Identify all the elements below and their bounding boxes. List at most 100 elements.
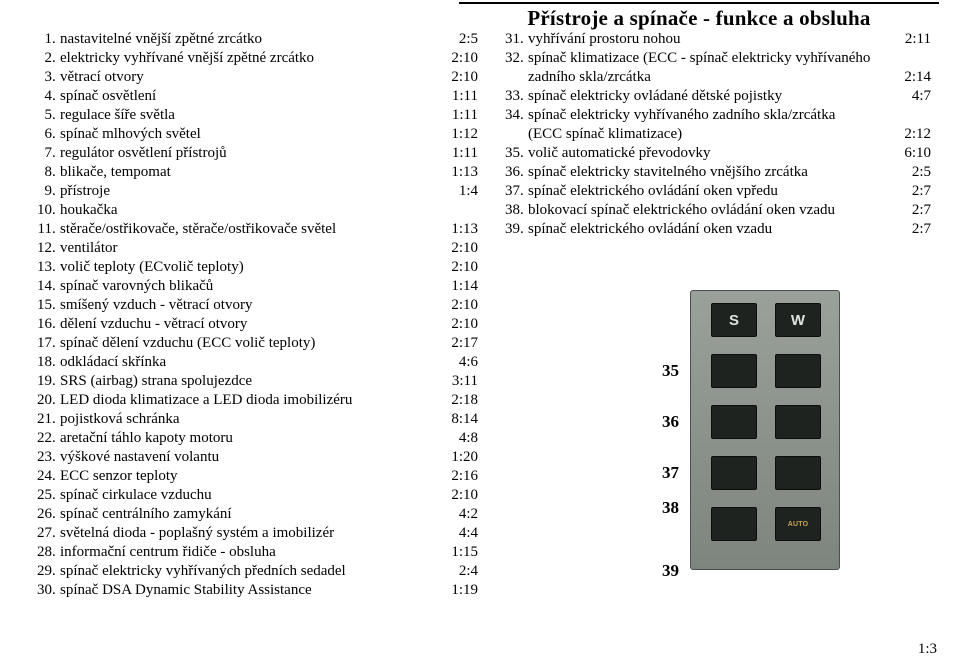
item-dot: . [52, 372, 60, 391]
item-number: 29 [28, 562, 52, 581]
item-dot: . [52, 163, 60, 182]
item-ref: 4:8 [440, 429, 478, 448]
item-number: 17 [28, 334, 52, 353]
item-number: 10 [28, 201, 52, 220]
item-number: 39 [496, 220, 520, 239]
item-label: spínač klimatizace (ECC - spínač elektri… [528, 49, 893, 68]
switch-row-4 [711, 456, 821, 490]
list-item: 22. aretační táhlo kapoty motoru4:8 [28, 429, 478, 448]
item-dot: . [520, 163, 528, 182]
list-item: 14. spínač varovných blikačů1:14 [28, 277, 478, 296]
item-label: informační centrum řidiče - obsluha [60, 543, 440, 562]
item-dot: . [52, 524, 60, 543]
item-label: LED dioda klimatizace a LED dioda imobil… [60, 391, 440, 410]
item-number: 16 [28, 315, 52, 334]
list-item: 34. spínač elektricky vyhřívaného zadníh… [496, 106, 931, 125]
item-label: větrací otvory [60, 68, 440, 87]
list-item: 28. informační centrum řidiče - obsluha1… [28, 543, 478, 562]
item-dot: . [52, 467, 60, 486]
item-ref: 2:4 [440, 562, 478, 581]
list-item: 17. spínač dělení vzduchu (ECC volič tep… [28, 334, 478, 353]
list-item: 9. přístroje1:4 [28, 182, 478, 201]
item-dot: . [520, 144, 528, 163]
item-ref: 2:10 [440, 239, 478, 258]
switch-button[interactable] [711, 405, 757, 439]
item-label: houkačka [60, 201, 440, 220]
list-item: 13. volič teploty (ECvolič teploty)2:10 [28, 258, 478, 277]
item-number: 20 [28, 391, 52, 410]
switch-row-2 [711, 354, 821, 388]
item-label: pojistková schránka [60, 410, 440, 429]
switch-button[interactable] [775, 405, 821, 439]
auto-button[interactable]: AUTO [775, 507, 821, 541]
item-dot: . [52, 144, 60, 163]
item-dot: . [52, 315, 60, 334]
item-dot: . [52, 277, 60, 296]
item-label: spínač varovných blikačů [60, 277, 440, 296]
item-label: spínač elektricky stavitelného vnějšího … [528, 163, 893, 182]
page-number: 1:3 [918, 641, 937, 658]
item-dot: . [520, 30, 528, 49]
mode-w-button[interactable]: W [775, 303, 821, 337]
item-ref: 1:20 [440, 448, 478, 467]
list-item: 2. elektricky vyhřívané vnější zpětné zr… [28, 49, 478, 68]
item-number: 18 [28, 353, 52, 372]
switch-button[interactable] [711, 507, 757, 541]
item-label: ECC senzor teploty [60, 467, 440, 486]
item-dot: . [52, 353, 60, 372]
list-item: 19. SRS (airbag) strana spolujezdce3:11 [28, 372, 478, 391]
switch-row-3 [711, 405, 821, 439]
list-item: 24. ECC senzor teploty2:16 [28, 467, 478, 486]
item-ref: 1:12 [440, 125, 478, 144]
item-dot: . [52, 391, 60, 410]
item-label: spínač dělení vzduchu (ECC volič teploty… [60, 334, 440, 353]
item-label: spínač centrálního zamykání [60, 505, 440, 524]
list-item: 31. vyhřívání prostoru nohou2:11 [496, 30, 931, 49]
page-title: Přístroje a spínače - funkce a obsluha [459, 6, 939, 31]
title-bar: Přístroje a spínače - funkce a obsluha [459, 2, 939, 31]
switch-button[interactable] [711, 456, 757, 490]
list-item: 37. spínač elektrického ovládání oken vp… [496, 182, 931, 201]
item-dot: . [52, 220, 60, 239]
item-ref: 2:10 [440, 258, 478, 277]
list-item: 39. spínač elektrického ovládání oken vz… [496, 220, 931, 239]
item-ref: 4:2 [440, 505, 478, 524]
item-label: odkládací skřínka [60, 353, 440, 372]
list-item: 25. spínač cirkulace vzduchu2:10 [28, 486, 478, 505]
item-label: blokovací spínač elektrického ovládání o… [528, 201, 893, 220]
item-number: 25 [28, 486, 52, 505]
item-dot: . [52, 125, 60, 144]
item-dot: . [52, 239, 60, 258]
item-dot: . [52, 258, 60, 277]
list-item: 38. blokovací spínač elektrického ovládá… [496, 201, 931, 220]
item-ref: 8:14 [440, 410, 478, 429]
list-item: 5. regulace šíře světla1:11 [28, 106, 478, 125]
mode-s-button[interactable]: S [711, 303, 757, 337]
item-label: světelná dioda - poplašný systém a imobi… [60, 524, 440, 543]
item-label: aretační táhlo kapoty motoru [60, 429, 440, 448]
item-label: ventilátor [60, 239, 440, 258]
list-item: 21. pojistková schránka8:14 [28, 410, 478, 429]
item-number: 9 [28, 182, 52, 201]
list-item: 1. nastavitelné vnější zpětné zrcátko2:5 [28, 30, 478, 49]
panel-marker-39: 39 [649, 561, 679, 581]
switch-button[interactable] [775, 354, 821, 388]
item-number: 12 [28, 239, 52, 258]
item-label: regulátor osvětlení přístrojů [60, 144, 440, 163]
item-ref: 2:10 [440, 315, 478, 334]
list-item: 32. spínač klimatizace (ECC - spínač ele… [496, 49, 931, 68]
page: Přístroje a spínače - funkce a obsluha 1… [0, 0, 959, 666]
list-item: 29. spínač elektricky vyhřívaných přední… [28, 562, 478, 581]
item-number: 2 [28, 49, 52, 68]
item-number: 38 [496, 201, 520, 220]
item-ref: 2:10 [440, 486, 478, 505]
item-ref: 2:10 [440, 68, 478, 87]
switch-button[interactable] [775, 456, 821, 490]
list-item: 35. volič automatické převodovky6:10 [496, 144, 931, 163]
item-number: 3 [28, 68, 52, 87]
item-label: volič teploty (ECvolič teploty) [60, 258, 440, 277]
item-number: 32 [496, 49, 520, 68]
item-dot: . [520, 220, 528, 239]
item-ref: 2:12 [893, 125, 931, 144]
switch-button[interactable] [711, 354, 757, 388]
